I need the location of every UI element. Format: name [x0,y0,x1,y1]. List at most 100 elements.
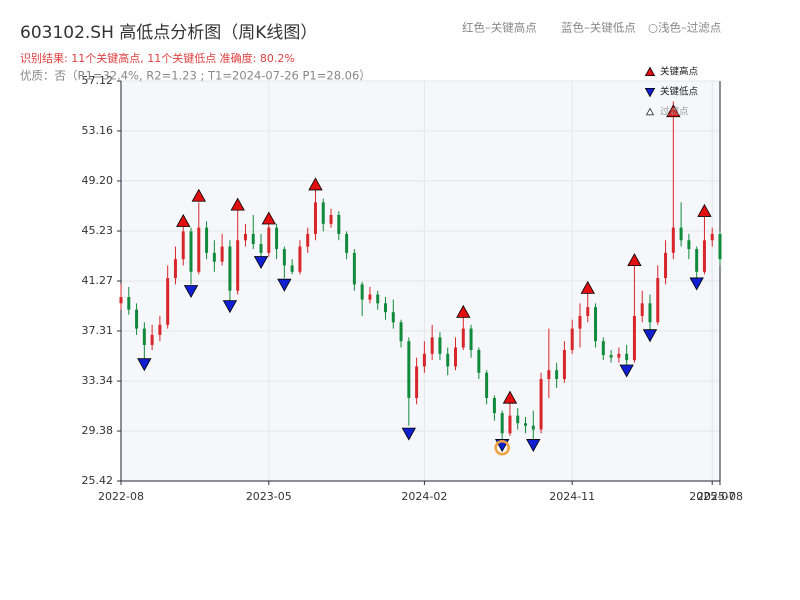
candle-body [197,227,201,272]
key-point [526,439,541,452]
candle-body [313,202,317,234]
candle-body [236,240,240,291]
candle-body [702,240,706,272]
candle-body [648,303,652,323]
candle-body [687,240,691,250]
candle-body [243,233,247,241]
legend-marker [644,88,656,98]
candle-body [664,252,668,279]
candle-body [601,341,605,356]
x-tick-label: 2022-08 [98,490,144,503]
legend-marker [645,107,655,116]
candle-body [438,337,442,354]
candle-body [446,353,450,367]
candle-body [259,244,263,253]
candle-body [399,322,403,342]
candle-body [570,328,574,351]
key-point [689,277,704,291]
chart-title: 603102.SH 高低点分析图（周K线图） [20,23,317,43]
x-tick-label: 2025-07 [689,490,735,503]
candle-body [298,246,302,272]
candle-body [306,233,310,247]
candle-body [228,246,232,291]
candle-body [492,397,496,414]
candle-body [625,353,629,361]
candle-body [166,278,170,325]
filtered-point [494,439,510,456]
candle-body [485,372,489,398]
candle-body [267,227,271,253]
y-tick-label: 49.20 [82,174,114,187]
candle-body [430,337,434,354]
candle-body [407,341,411,398]
candle-body [578,315,582,329]
legend-label: 过滤点 [660,106,689,118]
candle-body [282,249,286,266]
y-tick-label: 57.12 [82,74,114,87]
legend-label: 关键高点 [660,66,699,78]
key-point [277,278,292,292]
candle-body [321,202,325,224]
candle-body [609,355,613,358]
y-tick-label: 33.34 [82,374,114,387]
annotation: ○浅色–过滤点 [648,21,721,35]
candle-body [158,324,162,335]
candle-body [345,233,349,253]
key-point [183,285,199,299]
y-tick-label: 29.38 [82,424,114,437]
candle-body [173,259,177,279]
candle-body [461,328,465,348]
key-point [666,104,681,118]
annotation: 蓝色–关键低点 [561,21,636,35]
candle-body [679,227,683,241]
candle-body [150,334,154,345]
candle-body [469,328,473,351]
candle-body [127,297,131,310]
key-point [191,188,206,202]
candle-body [422,353,426,367]
candle-body [718,233,722,260]
candle-body [142,328,146,345]
candle-body [415,366,419,398]
x-tick-label: 2025-08 [697,490,743,503]
candle-body [337,215,341,234]
candle-body [119,297,123,304]
candle-body [220,246,224,262]
candle-body [656,278,660,323]
key-point [580,280,595,294]
y-tick-label: 41.27 [82,274,114,287]
candle-body [555,370,559,380]
candle-body [617,353,621,358]
chart-subtitle: 识别结果: 11个关键高点, 11个关键低点 准确度: 80.2% [20,51,295,65]
candle-body [594,307,598,342]
candle-body [352,252,356,285]
candle-body [640,303,644,316]
y-tick-label: 45.23 [82,224,114,237]
candle-body [632,315,636,361]
chart-note: 优质：否（R1=32.4%, R2=1.23 ; T1=2024-07-26 P… [20,69,371,83]
candle-body [454,347,458,367]
candle-body [376,294,380,304]
legend-label: 关键低点 [660,86,699,98]
candle-body [508,415,512,434]
y-tick-label: 37.31 [82,324,114,337]
annotation: 红色–关键高点 [462,21,537,35]
key-point [401,427,417,441]
candle-body [329,215,333,224]
key-point [308,177,323,191]
candle-body [251,233,255,245]
candle-body [531,425,535,430]
candle-body [135,309,139,329]
candle-body [500,413,504,434]
candle-body [391,312,395,323]
key-point [261,211,276,225]
candle-body [189,231,193,272]
candle-body [695,249,699,272]
candle-body [205,227,209,253]
candle-body [368,294,372,300]
candle-body [275,227,279,250]
candle-body [710,233,714,241]
y-tick-label: 53.16 [82,124,114,137]
legend-marker [644,66,656,76]
